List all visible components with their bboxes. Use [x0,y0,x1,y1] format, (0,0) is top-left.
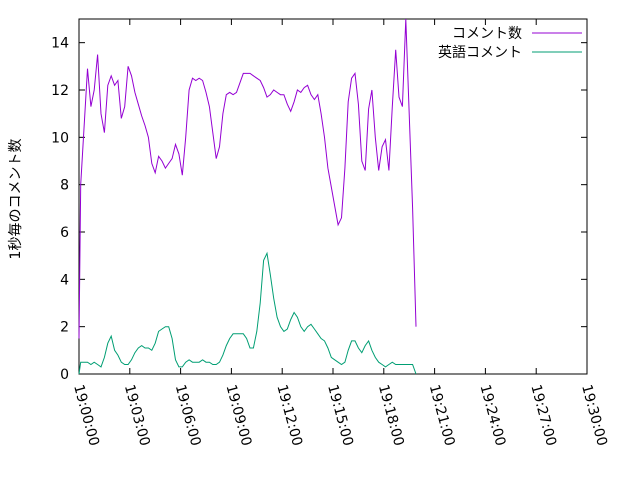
y-tick-label: 6 [60,225,69,241]
y-tick-label: 12 [51,83,69,99]
x-tick-label: 19:21:00 [426,383,458,448]
y-tick-label: 14 [51,36,69,52]
x-axis: 19:00:00 19:03:00 19:06:00 19:09:00 19:12:00… [70,19,610,448]
y-tick-label: 10 [51,130,69,146]
x-tick-label: 19:18:00 [375,383,407,448]
y-axis-label: 1秒毎のコメント数 [8,139,24,260]
y-axis: 0 2 4 6 8 10 12 14 [51,36,587,383]
series-line-1 [78,18,417,339]
x-tick-label: 19:00:00 [70,383,102,448]
y-tick-label: 2 [60,320,69,336]
x-tick-label: 19:27:00 [527,383,559,448]
legend-label-2: 英語コメント [438,44,522,61]
x-tick-label: 19:30:00 [578,383,610,448]
x-tick-label: 19:06:00 [172,383,204,448]
x-tick-label: 19:15:00 [324,383,356,448]
y-tick-label: 8 [60,178,69,194]
x-tick-label: 19:12:00 [273,383,305,448]
series-layer [78,18,417,375]
x-tick-label: 19:03:00 [121,383,153,448]
series-line-2 [78,251,417,375]
y-tick-label: 4 [60,272,69,288]
x-tick-label: 19:09:00 [223,383,255,448]
legend-label-1: コメント数 [452,26,522,42]
x-tick-label: 19:24:00 [477,383,509,448]
y-tick-label: 0 [60,367,69,383]
